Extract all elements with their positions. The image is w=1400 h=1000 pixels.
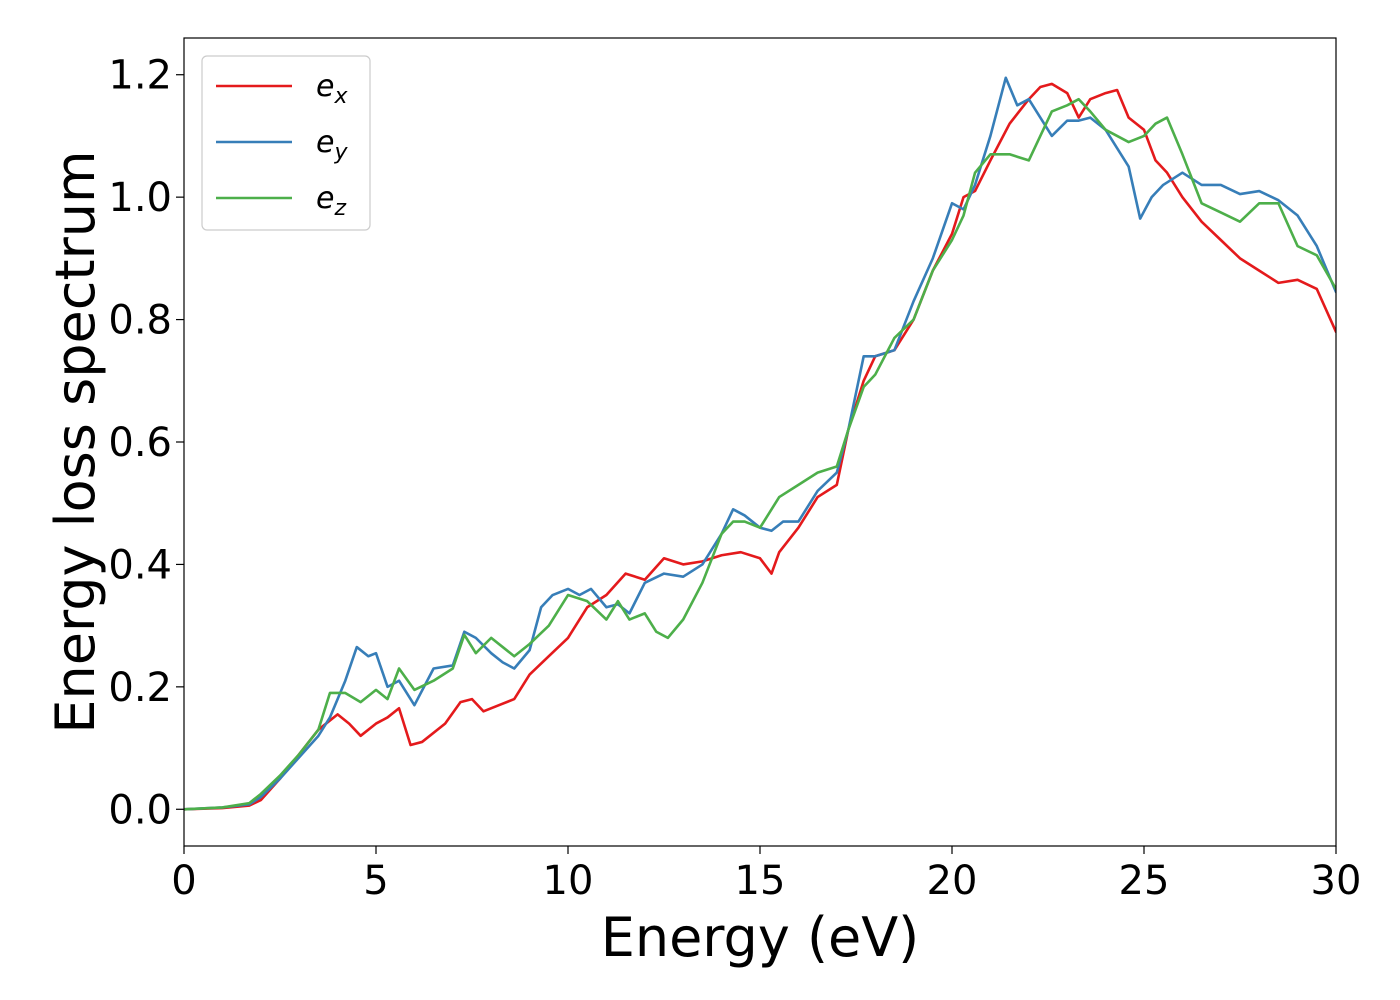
- legend-label-x: ex: [316, 69, 348, 109]
- y-tick-label: 0.4: [108, 542, 172, 588]
- x-tick-label: 0: [171, 858, 196, 904]
- plot-lines: [184, 76, 1336, 811]
- x-tick-label: 15: [735, 858, 786, 904]
- x-tick-label: 5: [363, 858, 388, 904]
- y-axis: 0.0 0.2 0.4 0.6 0.8 1.0 1.2: [108, 53, 184, 833]
- y-tick-label: 0.8: [108, 298, 172, 344]
- x-tick-label: 20: [927, 858, 978, 904]
- series-line-x: [184, 82, 1336, 811]
- x-tick-label: 25: [1119, 858, 1170, 904]
- legend: ex ey ez: [201, 55, 371, 231]
- x-tick-label: 10: [543, 858, 594, 904]
- x-axis: 0 5 10 15 20 25 30: [171, 846, 1361, 904]
- y-tick-label: 0.0: [108, 787, 172, 833]
- y-axis-label: Energy loss spectrum: [44, 150, 107, 733]
- y-tick-label: 1.0: [108, 175, 172, 221]
- series-line-z: [184, 97, 1336, 811]
- x-axis-label: Energy (eV): [601, 906, 920, 969]
- y-tick-label: 0.6: [108, 420, 172, 466]
- y-tick-label: 1.2: [108, 53, 172, 99]
- legend-label-z: ez: [316, 181, 346, 221]
- x-tick-label: 30: [1311, 858, 1362, 904]
- y-tick-label: 0.2: [108, 665, 172, 711]
- legend-label-y: ey: [316, 125, 348, 165]
